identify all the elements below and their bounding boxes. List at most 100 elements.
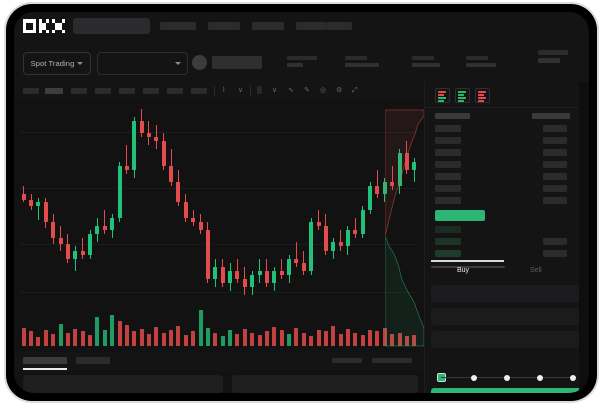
orderbook-ask-amount [543, 149, 567, 156]
orderbook-ask-row[interactable] [435, 173, 461, 180]
interval-chip-6[interactable] [143, 88, 159, 94]
volume-bar [242, 329, 247, 346]
nav-item-4[interactable] [296, 22, 326, 30]
volume-bar [191, 331, 196, 346]
orderbook-scrollbar[interactable] [431, 266, 505, 268]
price-chart[interactable] [14, 100, 424, 352]
volume-bar [412, 334, 417, 346]
submit-order-button[interactable] [431, 388, 584, 393]
bottom-right-action-1[interactable] [332, 358, 362, 363]
global-search-input[interactable] [73, 18, 150, 34]
volume-bar [279, 330, 284, 346]
orderbook-header-divider [425, 107, 589, 108]
bottom-panels [14, 371, 424, 393]
volume-bar [250, 332, 255, 346]
orderbook-ask-row[interactable] [435, 137, 461, 144]
stat-extra [538, 50, 572, 63]
volume-bar [397, 332, 402, 346]
interval-chip-2[interactable] [45, 88, 63, 94]
slider-node-2[interactable] [504, 374, 510, 381]
order-form-tabs: Buy Sell [425, 260, 589, 282]
orderbook-ask-row[interactable] [435, 197, 461, 204]
volume-bar [132, 331, 137, 346]
tab-buy[interactable]: Buy [457, 267, 470, 274]
tab-sell[interactable]: Sell [530, 267, 542, 274]
orderbook-ask-row[interactable] [435, 185, 461, 192]
volume-bar [154, 326, 159, 346]
slider-node-1[interactable] [471, 374, 477, 381]
chevron-down-icon-pair [175, 62, 181, 65]
orderbook-view-bids-icon[interactable] [455, 88, 470, 103]
fullscreen-icon[interactable]: ⤢ [352, 87, 358, 94]
spot-trading-label: Spot Trading [30, 59, 75, 68]
volume-bar [368, 330, 373, 346]
volume-bar [80, 331, 85, 346]
market-depth-overlay [385, 100, 424, 352]
orderbook-view-asks-icon[interactable] [475, 88, 490, 103]
orderbook-ask-row[interactable] [435, 149, 461, 156]
bottom-panel-right[interactable] [232, 375, 418, 393]
toolbar-divider-1 [214, 86, 215, 96]
nav-item-1[interactable] [160, 22, 196, 30]
volume-bar [124, 324, 129, 346]
orderbook-bid-amount [543, 250, 567, 257]
volume-bar [331, 325, 336, 346]
interval-chip-3[interactable] [71, 88, 87, 94]
interval-chip-4[interactable] [95, 88, 111, 94]
volume-bar [338, 333, 343, 346]
stat-24h-volume [466, 56, 500, 67]
order-total-field[interactable] [431, 331, 584, 348]
okx-logo[interactable] [23, 19, 65, 33]
slider-node-3[interactable] [537, 374, 543, 381]
orderbook-col-header-left [435, 113, 470, 119]
amount-percent-slider[interactable] [437, 373, 577, 382]
indicator-icon[interactable]: ⌇ [222, 87, 226, 94]
volume-bar [95, 316, 100, 346]
volume-bar [146, 333, 151, 346]
volume-bar [139, 329, 144, 346]
chart-type-icon[interactable]: ▒ [257, 87, 262, 94]
nav-item-2[interactable] [208, 22, 240, 30]
orderbook-ask-row[interactable] [435, 161, 461, 168]
volume-bar [110, 314, 115, 346]
slider-node-4[interactable] [570, 374, 576, 381]
nav-item-5[interactable] [326, 22, 352, 30]
camera-icon[interactable]: ◎ [320, 87, 327, 94]
tab-order-history[interactable] [76, 357, 110, 364]
volume-bar [345, 329, 350, 346]
settings-icon[interactable]: ⚙ [336, 87, 343, 94]
active-order-tab-indicator [431, 260, 504, 262]
interval-chip-7[interactable] [167, 88, 183, 94]
tab-open-orders[interactable] [23, 357, 67, 364]
interval-chip-1[interactable] [23, 88, 39, 94]
orderbook-ask-row[interactable] [435, 125, 461, 132]
volume-bar [272, 326, 277, 346]
spot-trading-selector[interactable]: Spot Trading [23, 52, 91, 75]
orderbook-view-both-icon[interactable] [435, 88, 450, 103]
bottom-panel-left[interactable] [23, 375, 223, 393]
chevron-down-icon[interactable]: ∨ [238, 87, 244, 94]
coin-avatar [192, 55, 207, 70]
volume-bar [205, 328, 210, 346]
order-price-field[interactable] [431, 285, 584, 302]
stat-24h-change [287, 56, 317, 67]
order-amount-field[interactable] [431, 308, 584, 325]
interval-chip-5[interactable] [119, 88, 135, 94]
wave-icon[interactable]: ∿ [288, 87, 294, 94]
volume-bar [235, 333, 240, 346]
right-side-rail [579, 82, 589, 393]
trading-pair-selector[interactable] [97, 52, 188, 75]
edit-pen-icon[interactable]: ✎ [304, 87, 310, 94]
orderbook-bid-row[interactable] [435, 238, 461, 245]
volume-bar [228, 330, 233, 346]
interval-chip-8[interactable] [191, 88, 207, 94]
volume-bar [169, 330, 174, 346]
chart-gridline [20, 132, 418, 133]
chevron-down-icon-2[interactable]: ∨ [272, 87, 278, 94]
orderbook-bid-row[interactable] [435, 226, 461, 233]
orderbook-bid-row[interactable] [435, 250, 461, 257]
nav-item-3[interactable] [252, 22, 284, 30]
volume-bar [316, 330, 321, 346]
bottom-right-action-2[interactable] [372, 358, 412, 363]
volume-bar [390, 333, 395, 346]
